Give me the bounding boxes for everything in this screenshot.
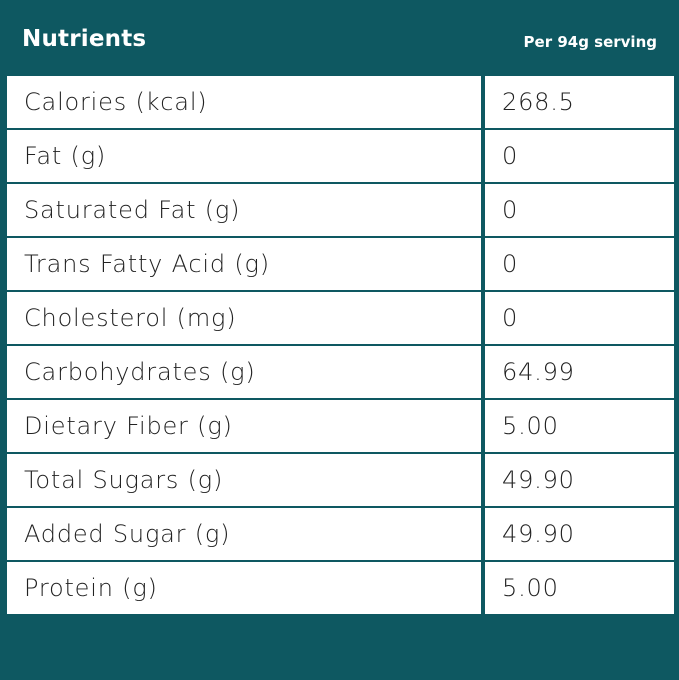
table-row: Cholesterol (mg) 0: [5, 290, 676, 346]
table-row: Fat (g) 0: [5, 128, 676, 184]
nutrient-value: 0: [481, 290, 676, 346]
nutrient-name: Added Sugar (g): [5, 506, 484, 562]
nutrient-name: Cholesterol (mg): [5, 290, 484, 346]
table-row: Calories (kcal) 268.5: [5, 74, 676, 130]
nutrient-value: 0: [481, 128, 676, 184]
table-row: Dietary Fiber (g) 5.00: [5, 398, 676, 454]
nutrient-name: Carbohydrates (g): [5, 344, 484, 400]
serving-size: Per 94g serving: [523, 33, 657, 51]
nutrient-value: 0: [481, 236, 676, 292]
nutrient-value: 49.90: [481, 452, 676, 508]
nutrient-name: Trans Fatty Acid (g): [5, 236, 484, 292]
header-title: Nutrients: [22, 26, 147, 52]
table-row: Saturated Fat (g) 0: [5, 182, 676, 238]
nutrient-value: 5.00: [481, 398, 676, 454]
nutrition-table: Calories (kcal) 268.5 Fat (g) 0 Saturated Fa…: [5, 74, 676, 616]
table-row: Added Sugar (g) 49.90: [5, 506, 676, 562]
table-row: Carbohydrates (g) 64.99: [5, 344, 676, 400]
nutrient-value: 0: [481, 182, 676, 238]
nutrient-name: Fat (g): [5, 128, 484, 184]
nutrient-name: Saturated Fat (g): [5, 182, 484, 238]
nutrient-value: 49.90: [481, 506, 676, 562]
nutrient-name: Protein (g): [5, 560, 484, 616]
nutrient-value: 64.99: [481, 344, 676, 400]
table-row: Trans Fatty Acid (g) 0: [5, 236, 676, 292]
nutrient-name: Dietary Fiber (g): [5, 398, 484, 454]
table-row: Total Sugars (g) 49.90: [5, 452, 676, 508]
nutrient-name: Total Sugars (g): [5, 452, 484, 508]
header: Nutrients Per 94g serving: [0, 0, 679, 74]
nutrient-value: 268.5: [481, 74, 676, 130]
nutrient-name: Calories (kcal): [5, 74, 484, 130]
table-row: Protein (g) 5.00: [5, 560, 676, 616]
nutrient-value: 5.00: [481, 560, 676, 616]
